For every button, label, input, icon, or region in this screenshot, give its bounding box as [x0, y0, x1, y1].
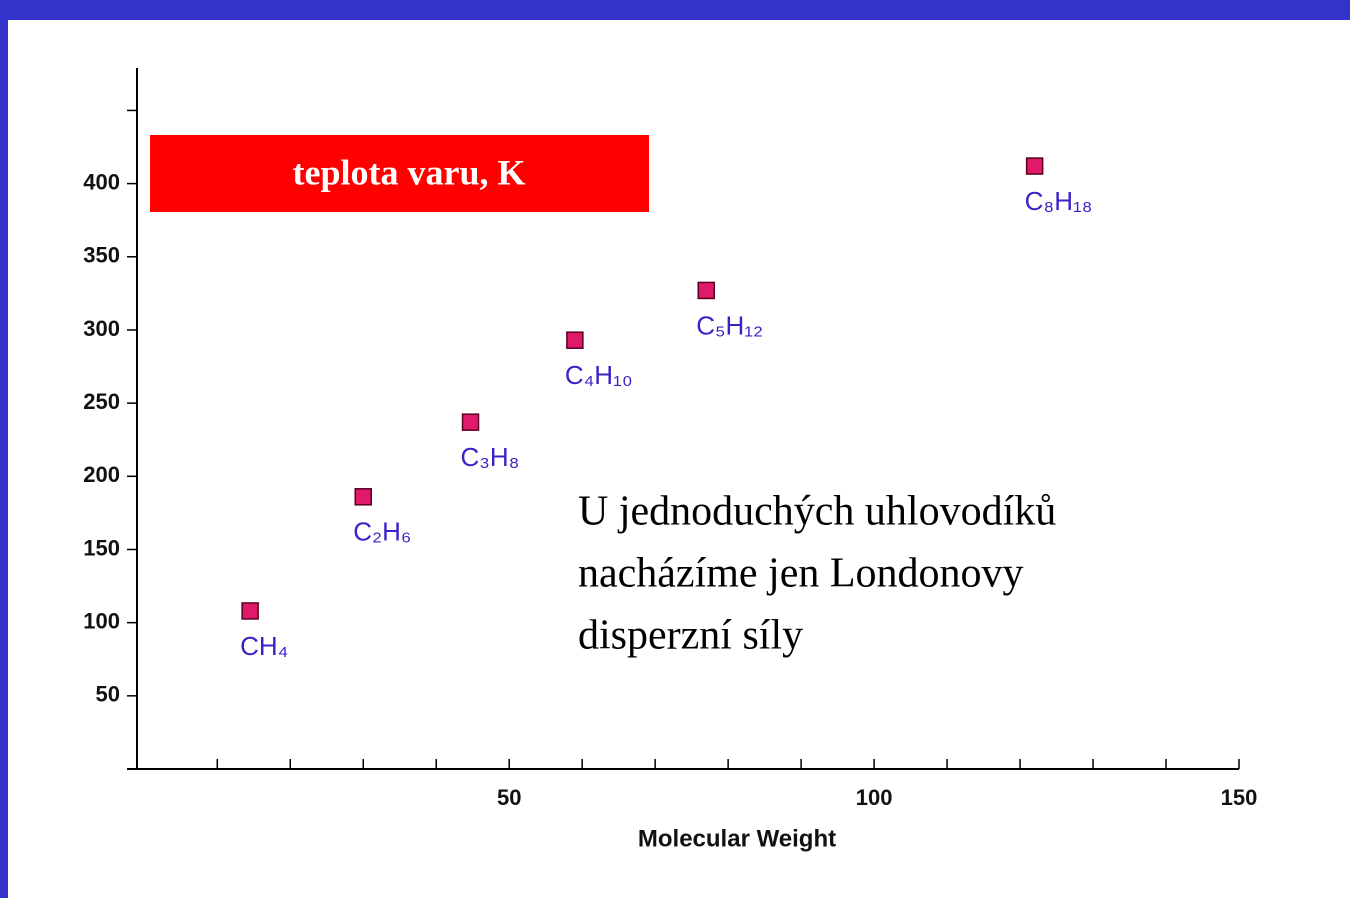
point	[461, 413, 480, 431]
title-box	[150, 135, 649, 212]
annotation-line: disperzní síly	[578, 613, 803, 659]
point-label: C₂H₆	[353, 517, 411, 547]
y-tick-label: 50	[96, 682, 120, 707]
y-tick-label: 250	[83, 389, 120, 414]
y-tick-label: 300	[83, 316, 120, 341]
point-label: C₅H₁₂	[696, 310, 763, 340]
x-axis-label: Molecular Weight	[638, 825, 836, 852]
point	[241, 602, 259, 620]
chart-title: teplota varu, K	[293, 152, 526, 192]
x-tick-label: 150	[1221, 785, 1258, 810]
y-tick-label: 350	[83, 243, 120, 268]
annotation-line: U jednoduchých uhlovodíků	[578, 489, 1056, 535]
point-label: C₄H₁₀	[565, 360, 633, 390]
annotation-line: nacházíme jen Londonovy	[578, 551, 1024, 597]
point-label: CH₄	[240, 631, 288, 661]
x-tick-label: 100	[856, 785, 893, 810]
point	[1025, 157, 1044, 175]
x-tick-label: 50	[497, 785, 521, 810]
point	[566, 331, 584, 349]
y-tick-label: 150	[83, 535, 120, 560]
point-label: C₃H₈	[461, 442, 520, 472]
point-label: C₈H₁₈	[1025, 186, 1093, 216]
point	[697, 281, 715, 300]
y-tick-label: 100	[83, 608, 120, 633]
y-tick-label: 400	[83, 169, 120, 194]
y-tick-label: 200	[83, 462, 120, 487]
point	[354, 488, 372, 506]
